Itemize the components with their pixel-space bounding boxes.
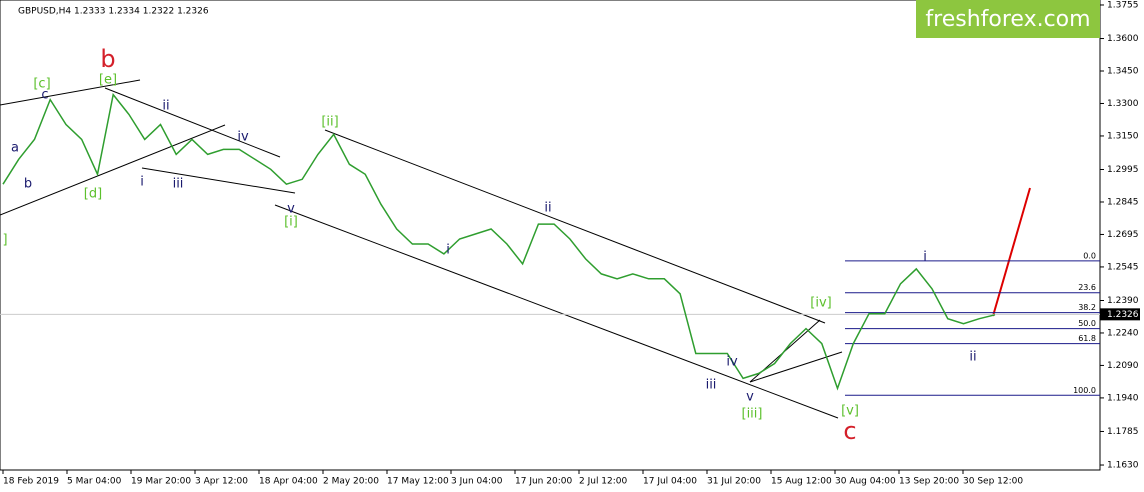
x-tick-label: 2 May 20:00 — [323, 477, 379, 487]
wave-label: i — [923, 250, 927, 265]
x-tick-label: 18 Feb 2019 — [3, 477, 59, 487]
x-tick-label: 18 Apr 04:00 — [259, 477, 318, 487]
last-price-box — [1100, 308, 1140, 321]
wave-label: c — [41, 88, 48, 103]
y-tick-label: 1.1940 — [1107, 393, 1139, 403]
logo: freshforex.com — [925, 7, 1090, 32]
wave-label: [e] — [99, 73, 117, 88]
x-tick-label: 3 Apr 12:00 — [195, 477, 248, 487]
y-tick-label: 1.3450 — [1107, 67, 1139, 77]
fib-label: 50.0 — [1078, 319, 1096, 328]
y-tick-label: 1.3755 — [1107, 0, 1139, 10]
y-tick-label: 1.3150 — [1107, 131, 1139, 141]
wave-label: ii — [544, 201, 551, 216]
wave-label: a — [11, 141, 19, 156]
y-tick-label: 1.2390 — [1107, 296, 1139, 306]
price-line — [2, 92, 996, 391]
plot-frame — [0, 0, 1101, 471]
x-tick-label: 13 Sep 20:00 — [899, 477, 959, 487]
forecast-arrow — [992, 187, 1031, 317]
wave-label: [d] — [84, 187, 102, 202]
x-tick-label: 30 Aug 04:00 — [835, 477, 896, 487]
wave-label: iv — [237, 130, 249, 145]
wave-label: b — [100, 45, 115, 73]
wave-label: i — [140, 175, 144, 190]
wave-label: i — [446, 243, 450, 258]
trend-lines — [0, 79, 843, 419]
x-tick-label: 3 Jun 04:00 — [451, 477, 503, 487]
fib-label: 0.0 — [1083, 251, 1096, 260]
wave-label: ii — [162, 99, 169, 114]
x-tick-label: 5 Mar 04:00 — [67, 477, 122, 487]
fib-label: 61.8 — [1078, 334, 1096, 343]
y-tick-label: 1.2545 — [1107, 262, 1139, 272]
wave-label: c — [843, 417, 856, 445]
x-tick-label: 17 Jul 04:00 — [643, 477, 697, 487]
wave-label: iii — [706, 378, 717, 393]
wave-label: [v] — [841, 404, 859, 419]
wave-label: ii — [969, 350, 976, 365]
y-tick-label: 1.2995 — [1107, 165, 1139, 175]
x-tick-label: 31 Jul 20:00 — [707, 477, 761, 487]
wave-label: v — [287, 202, 295, 217]
wave-label: [i] — [284, 215, 298, 230]
x-tick-label: 17 Jun 20:00 — [515, 477, 572, 487]
wave-label: ] — [2, 233, 7, 248]
wave-label: [c] — [33, 77, 50, 92]
x-tick-label: 15 Aug 12:00 — [771, 477, 832, 487]
x-tick-label: 17 May 12:00 — [387, 477, 449, 487]
wave-label: b — [24, 177, 32, 192]
y-tick-label: 1.1785 — [1107, 427, 1139, 437]
x-tick-label: 2 Jul 12:00 — [579, 477, 628, 487]
wave-label: iv — [726, 355, 738, 370]
chart-title: GBPUSD,H4 1.2333 1.2334 1.2322 1.2326 — [18, 7, 209, 17]
wave-label: [ii] — [321, 115, 338, 130]
y-tick-label: 1.2845 — [1107, 197, 1139, 207]
wave-label: [iii] — [742, 407, 763, 422]
x-tick-label: 19 Mar 20:00 — [131, 477, 191, 487]
wave-label: iii — [173, 177, 184, 192]
fib-label: 23.6 — [1078, 283, 1096, 292]
y-tick-label: 1.3300 — [1107, 99, 1139, 109]
y-tick-label: 1.2240 — [1107, 328, 1139, 338]
y-tick-label: 1.3600 — [1107, 34, 1139, 44]
y-tick-label: 1.1630 — [1107, 461, 1139, 471]
y-tick-label: 1.2090 — [1107, 361, 1139, 371]
wave-label: [iv] — [810, 296, 831, 311]
logo-box — [916, 0, 1100, 38]
last-price-label: 1.2326 — [1107, 310, 1139, 320]
x-tick-label: 30 Sep 12:00 — [963, 477, 1023, 487]
wave-label: v — [746, 390, 754, 405]
fib-label: 100.0 — [1073, 386, 1096, 395]
fib-label: 38.2 — [1078, 303, 1096, 312]
y-tick-label: 1.2695 — [1107, 230, 1139, 240]
